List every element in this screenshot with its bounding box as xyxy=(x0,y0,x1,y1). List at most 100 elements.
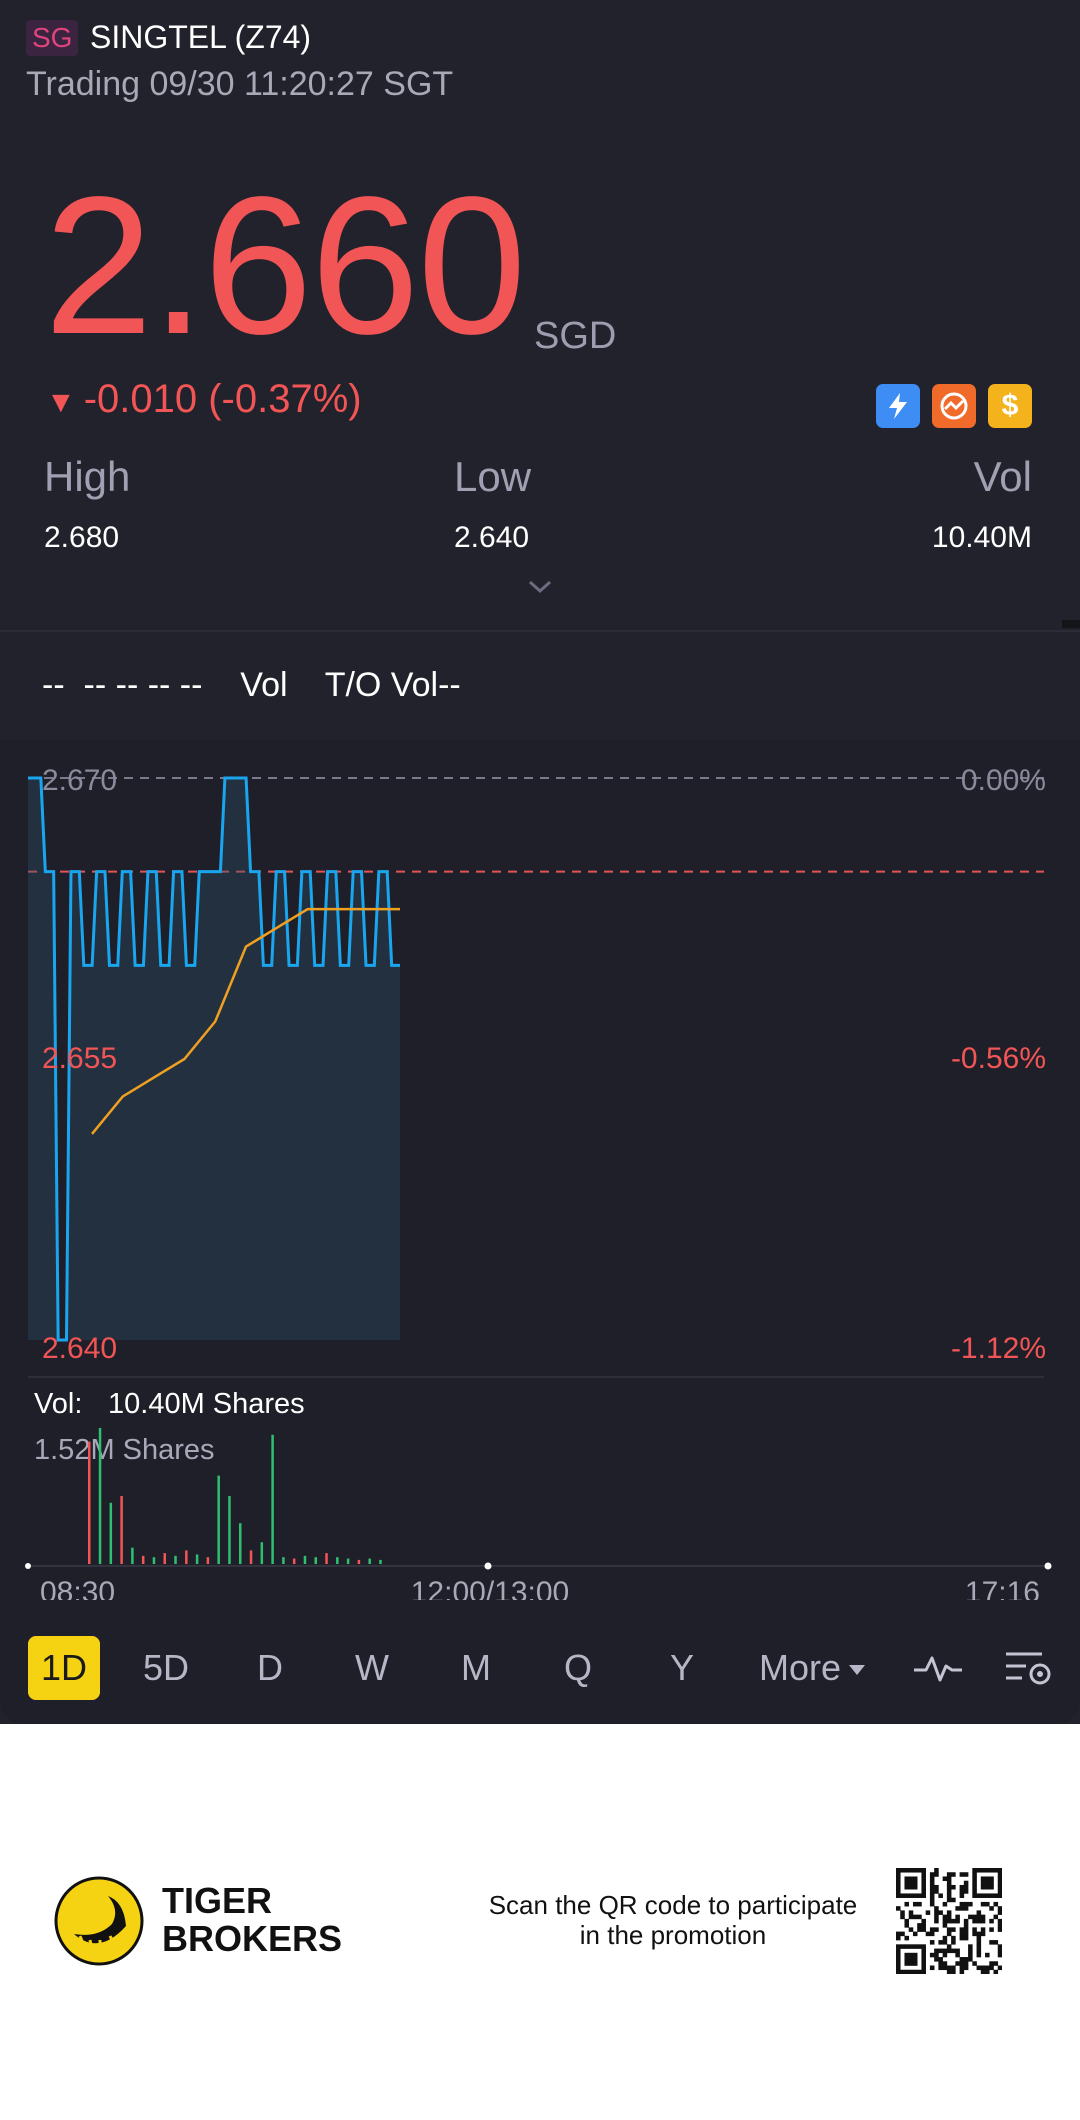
qr-module xyxy=(985,1876,990,1882)
qr-module xyxy=(972,1961,977,1966)
qr-module xyxy=(946,1969,952,1974)
qr-module xyxy=(896,1969,901,1974)
volume-bar xyxy=(152,1557,156,1564)
volume-bar xyxy=(260,1542,264,1564)
qr-module xyxy=(955,1948,960,1954)
qr-module xyxy=(951,1872,956,1877)
qr-module xyxy=(917,1927,922,1932)
qr-module xyxy=(912,1880,918,1886)
volume-bar xyxy=(303,1555,307,1564)
qr-module xyxy=(997,1910,1002,1915)
indicator-to-vol[interactable]: T/O Vol-- xyxy=(324,666,461,704)
tab-w[interactable]: W xyxy=(355,1647,389,1688)
qr-module xyxy=(908,1957,914,1962)
volume-bar xyxy=(292,1558,296,1564)
qr-module xyxy=(980,1868,986,1873)
volume-bar xyxy=(271,1434,274,1564)
tab-d[interactable]: D xyxy=(257,1647,283,1688)
qr-module xyxy=(985,1952,990,1958)
qr-module xyxy=(912,1969,918,1974)
trend-icon[interactable] xyxy=(932,384,976,428)
qr-module xyxy=(989,1884,994,1890)
volume-bar xyxy=(120,1496,123,1564)
qr-module xyxy=(985,1884,990,1890)
qr-module xyxy=(925,1931,931,1937)
qr-module xyxy=(904,1944,910,1949)
qr-module xyxy=(955,1918,960,1924)
tab-1d[interactable]: 1D xyxy=(28,1636,100,1700)
trading-status: Trading 09/30 11:20:27 SGT xyxy=(26,65,454,103)
chevron-down-icon[interactable] xyxy=(526,574,554,598)
qr-module xyxy=(951,1965,956,1971)
qr-module xyxy=(955,1952,960,1958)
high-value: 2.680 xyxy=(44,521,120,554)
lightning-icon[interactable] xyxy=(876,384,920,428)
volume-bar xyxy=(141,1555,145,1564)
qr-module xyxy=(951,1940,956,1945)
vol-label: Vol xyxy=(973,453,1032,500)
indicator-vol[interactable]: Vol xyxy=(240,666,288,704)
tab-q[interactable]: Q xyxy=(563,1647,592,1688)
tab-5d[interactable]: 5D xyxy=(142,1647,190,1688)
qr-module xyxy=(921,1872,926,1877)
qr-module xyxy=(989,1940,994,1945)
volume-bar xyxy=(282,1557,285,1564)
qr-module xyxy=(980,1918,986,1924)
qr-module xyxy=(972,1884,977,1890)
tab-y[interactable]: Y xyxy=(669,1647,694,1688)
volume-bar xyxy=(98,1428,102,1564)
volume-bar xyxy=(174,1555,177,1564)
qr-module xyxy=(951,1918,956,1924)
qr-module xyxy=(908,1927,914,1932)
qr-module xyxy=(993,1901,999,1907)
qr-module xyxy=(976,1868,982,1873)
qr-module xyxy=(951,1948,956,1954)
average-line xyxy=(91,907,400,1135)
promo-text: Scan the QR code to participate in the p… xyxy=(488,1890,858,1950)
volume-label: Vol: xyxy=(34,1388,82,1420)
intraday-chart[interactable]: 2.670 2.655 2.640 0.00% -0.56% -1.12% Vol: 10.4… xyxy=(0,740,1080,1600)
qr-module xyxy=(972,1872,977,1877)
qr-module xyxy=(934,1868,939,1873)
qr-module xyxy=(997,1889,1002,1894)
tab-more[interactable]: More xyxy=(752,1636,872,1700)
qr-module xyxy=(972,1876,977,1882)
qr-module xyxy=(946,1918,952,1924)
qr-module xyxy=(896,1944,901,1949)
qr-module xyxy=(985,1901,990,1907)
tab-m[interactable]: M xyxy=(461,1647,491,1688)
qr-module xyxy=(938,1961,943,1966)
divider-accent xyxy=(1062,620,1080,628)
chart-panel xyxy=(0,740,1080,1724)
qr-module xyxy=(946,1927,952,1932)
qr-module xyxy=(896,1889,901,1894)
qr-module xyxy=(968,1957,973,1962)
qr-module xyxy=(908,1884,914,1890)
qr-module xyxy=(989,1906,994,1911)
qr-module xyxy=(980,1965,986,1971)
volume-bar xyxy=(368,1558,371,1564)
qr-module xyxy=(997,1906,1002,1911)
qr-module xyxy=(929,1893,935,1898)
qr-module xyxy=(921,1893,926,1898)
volume-bar xyxy=(185,1550,188,1564)
dollar-icon[interactable]: $ xyxy=(988,384,1032,428)
qr-module xyxy=(934,1889,939,1894)
qr-module xyxy=(942,1961,948,1966)
qr-module xyxy=(968,1944,973,1949)
qr-module xyxy=(997,1944,1002,1949)
qr-module xyxy=(921,1969,926,1974)
qr-module xyxy=(972,1914,977,1920)
brand-name: TIGER BROKERS xyxy=(162,1882,342,1958)
qr-module xyxy=(921,1957,926,1962)
indicator-wave-icon[interactable] xyxy=(910,1646,966,1690)
qr-code[interactable] xyxy=(896,1868,1002,1974)
indicator-row: -- -- -- -- -- Vol T/O Vol-- xyxy=(42,660,461,710)
chart-settings-icon[interactable] xyxy=(1002,1646,1058,1690)
qr-module xyxy=(900,1931,905,1937)
qr-module xyxy=(912,1876,918,1882)
qr-module xyxy=(946,1948,952,1954)
qr-module xyxy=(985,1868,990,1873)
qr-module xyxy=(968,1948,973,1954)
qr-module xyxy=(959,1872,965,1877)
